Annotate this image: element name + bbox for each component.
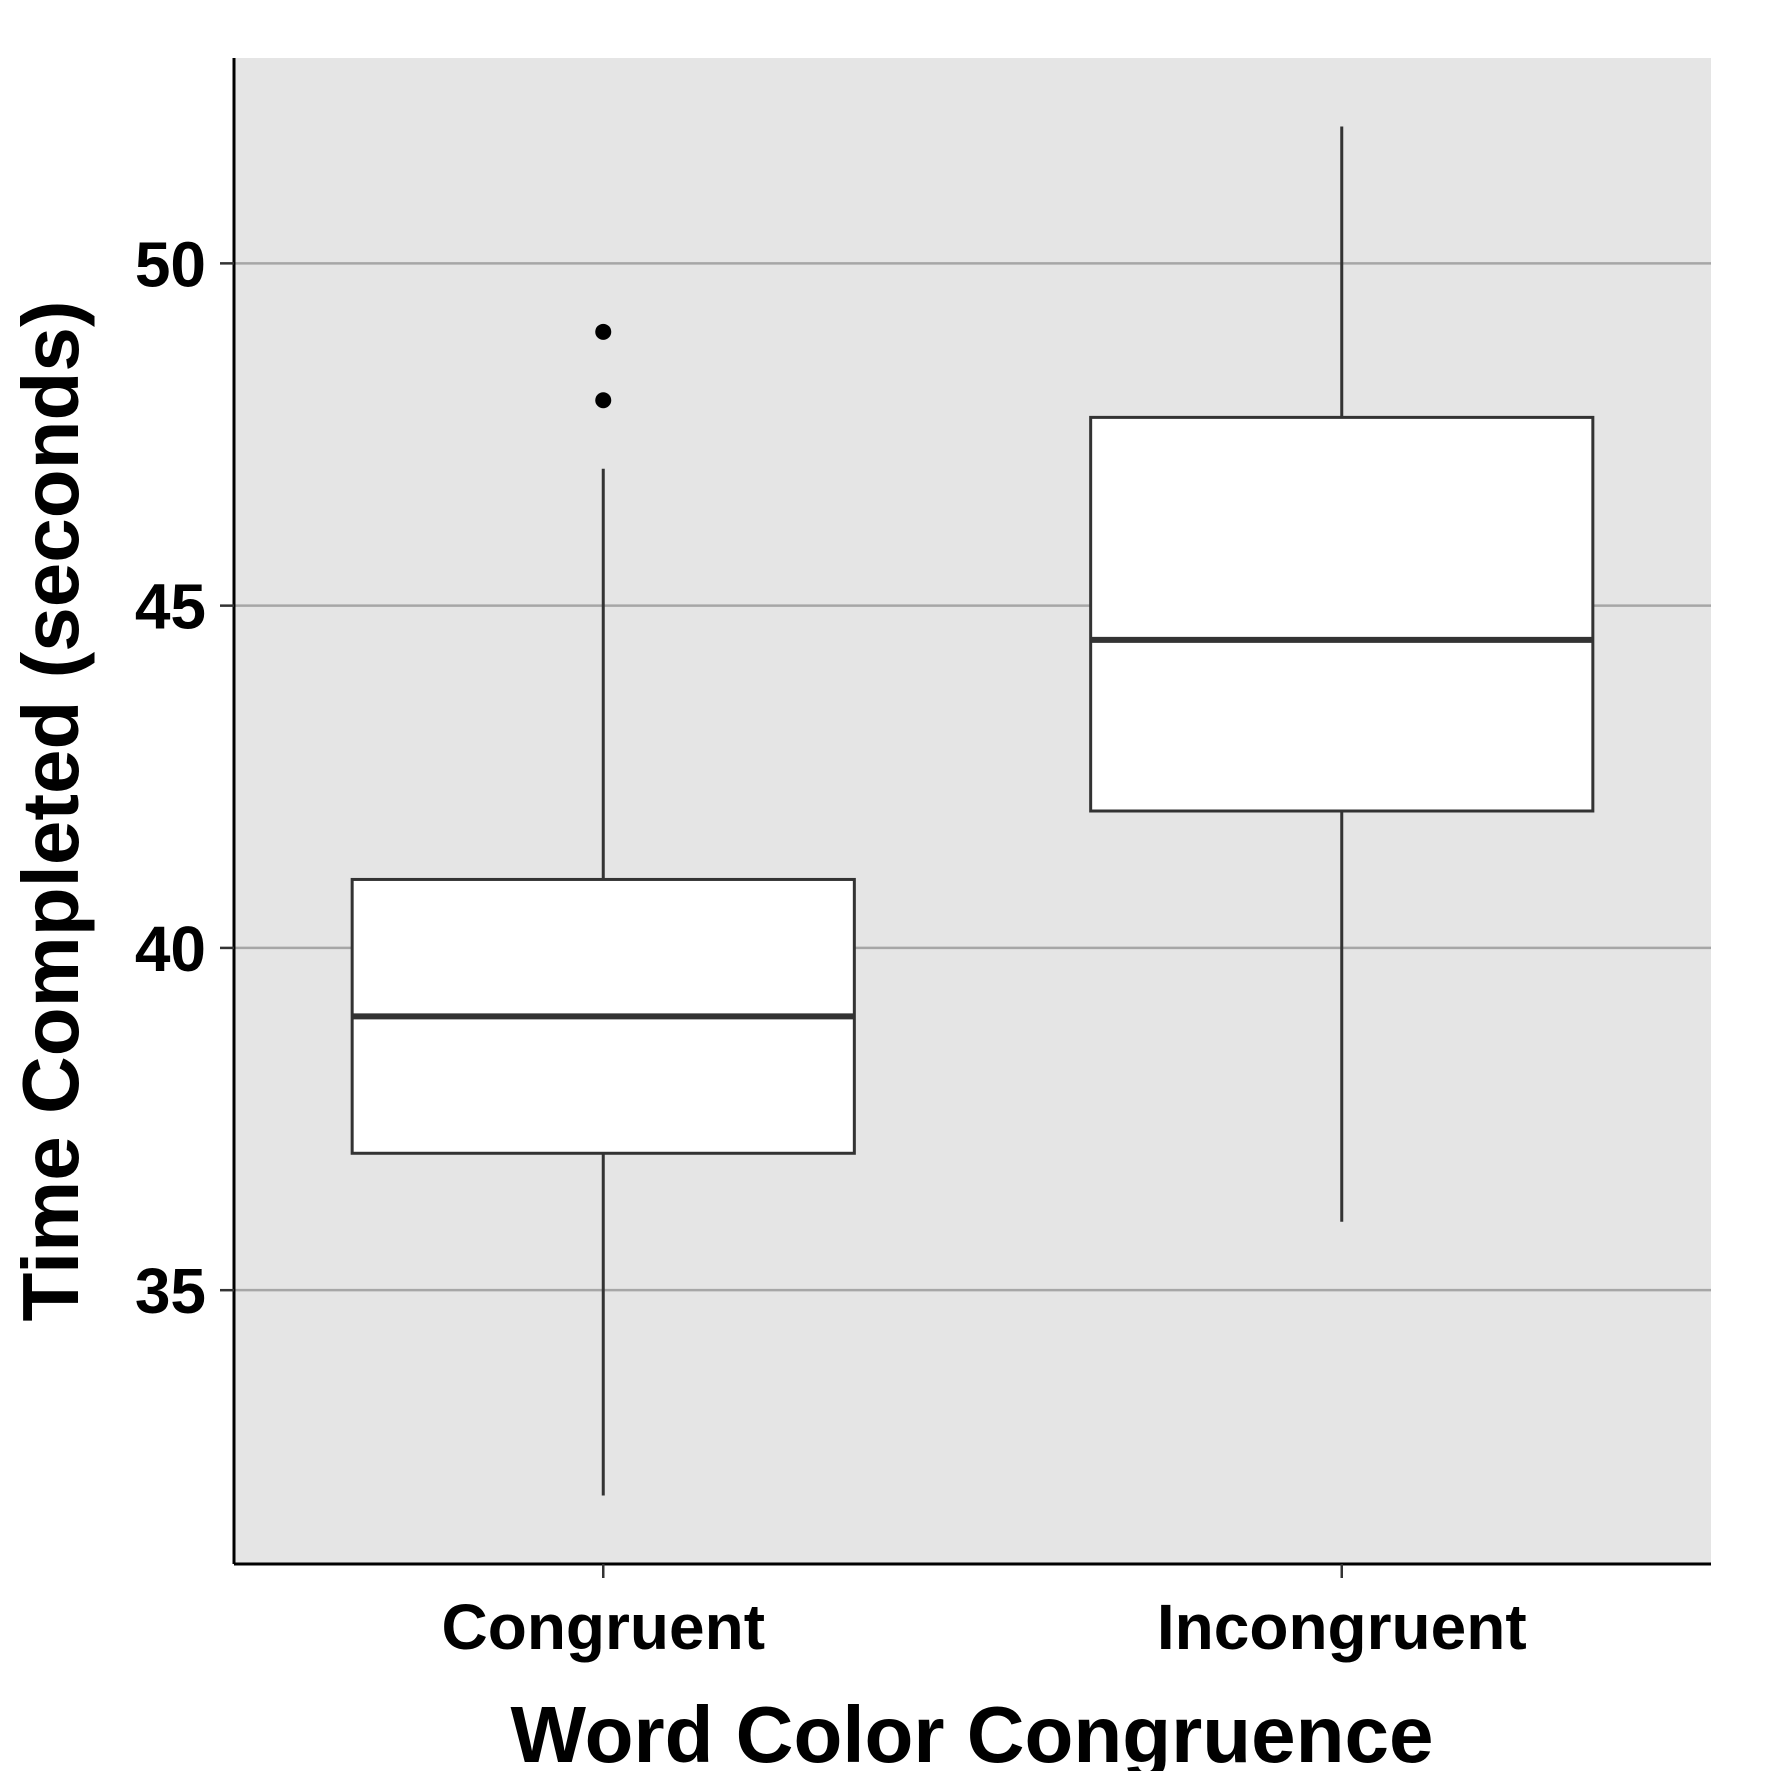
y-tick-label-40: 40 [135,913,206,985]
x-tick-label-congruent: Congruent [442,1591,766,1663]
outlier-point-congruent-0 [595,392,612,409]
y-tick-label-35: 35 [135,1255,206,1327]
y-axis-title: Time Completed (seconds) [6,301,95,1322]
y-axis-ticks: 35 40 45 50 [135,228,234,1327]
box-congruent [350,323,856,1496]
outlier-point-congruent-1 [595,323,612,340]
x-axis-ticks: Congruent Incongruent [442,1564,1527,1663]
iqr-box-incongruent [1089,415,1595,813]
y-tick-label-50: 50 [135,228,206,300]
box-incongruent [1089,126,1595,1222]
boxes [350,126,1595,1496]
y-tick-label-45: 45 [135,571,206,643]
x-axis-title: Word Color Congruence [511,1690,1434,1771]
x-tick-label-incongruent: Incongruent [1157,1591,1527,1663]
